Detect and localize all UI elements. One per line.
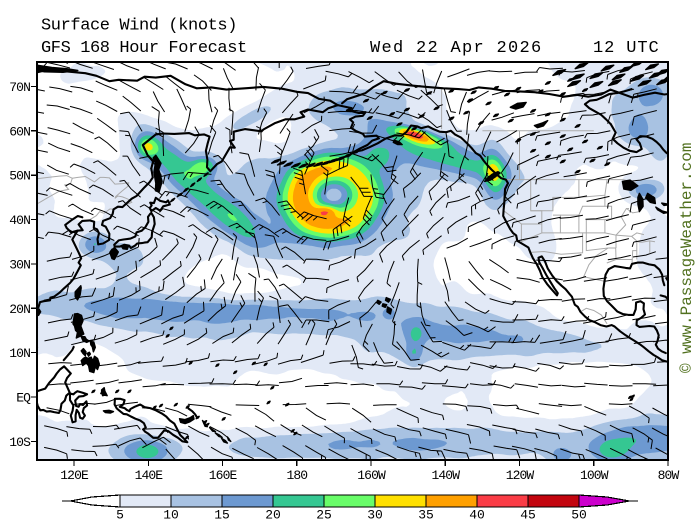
svg-text:EQ: EQ xyxy=(16,391,31,406)
svg-text:45: 45 xyxy=(520,508,536,523)
svg-text:140E: 140E xyxy=(135,468,164,483)
svg-text:60N: 60N xyxy=(9,124,30,139)
svg-text:GFS 168 Hour Forecast: GFS 168 Hour Forecast xyxy=(41,39,247,58)
svg-text:30: 30 xyxy=(367,508,383,523)
svg-text:10S: 10S xyxy=(9,435,31,450)
svg-text:10: 10 xyxy=(163,508,179,523)
svg-text:Surface Wind (knots): Surface Wind (knots) xyxy=(41,17,237,36)
svg-text:5: 5 xyxy=(116,508,124,523)
svg-text:15: 15 xyxy=(214,508,230,523)
svg-text:12 UTC: 12 UTC xyxy=(593,39,660,58)
svg-text:160W: 160W xyxy=(357,468,386,483)
svg-text:35: 35 xyxy=(418,508,434,523)
svg-text:180: 180 xyxy=(286,468,307,483)
svg-text:40: 40 xyxy=(469,508,485,523)
svg-text:10N: 10N xyxy=(9,346,30,361)
svg-text:160E: 160E xyxy=(209,468,238,483)
svg-text:Wed 22 Apr 2026: Wed 22 Apr 2026 xyxy=(370,39,543,58)
svg-text:20: 20 xyxy=(265,508,281,523)
svg-text:120W: 120W xyxy=(506,468,535,483)
svg-text:50N: 50N xyxy=(9,169,30,184)
svg-text:70N: 70N xyxy=(9,80,30,95)
svg-text:40N: 40N xyxy=(9,213,30,228)
svg-text:25: 25 xyxy=(316,508,332,523)
svg-text:120E: 120E xyxy=(60,468,89,483)
svg-text:© www.PassageWeather.com: © www.PassageWeather.com xyxy=(678,143,696,373)
svg-text:80W: 80W xyxy=(658,468,680,483)
svg-text:30N: 30N xyxy=(9,257,30,272)
svg-text:20N: 20N xyxy=(9,302,30,317)
svg-text:50: 50 xyxy=(571,508,587,523)
svg-text:140W: 140W xyxy=(431,468,460,483)
svg-text:100W: 100W xyxy=(580,468,609,483)
